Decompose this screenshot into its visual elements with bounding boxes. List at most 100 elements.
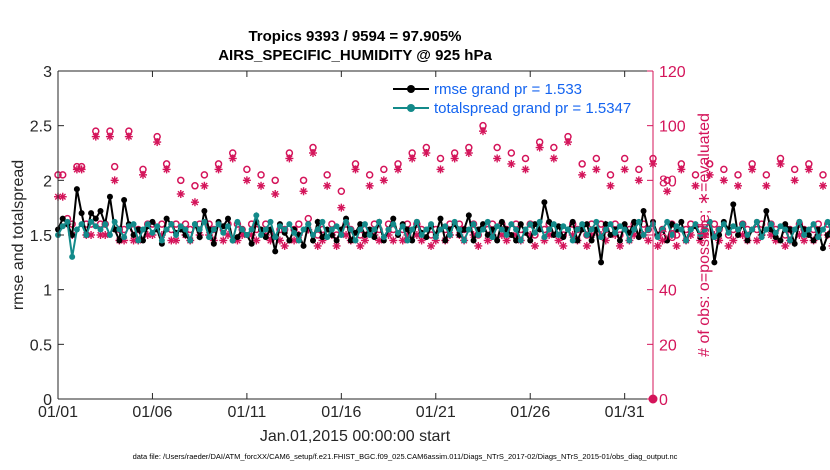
spread-point <box>607 221 614 228</box>
obs-evaluated-marker <box>139 170 147 179</box>
spread-point <box>173 232 180 238</box>
rmse-point <box>560 234 567 241</box>
spread-point <box>475 232 482 238</box>
spread-point <box>720 221 727 228</box>
y-tick-label-left: 3 <box>43 64 52 81</box>
spread-point <box>225 223 231 230</box>
obs-evaluated-marker <box>663 187 672 196</box>
spread-point <box>498 226 505 233</box>
spread-point <box>258 232 265 238</box>
obs-evaluated-marker <box>578 170 587 179</box>
spread-point <box>654 234 661 241</box>
rmse-point <box>300 242 307 249</box>
spread-point <box>182 226 189 233</box>
rmse-point <box>437 215 444 222</box>
spread-point <box>574 226 581 233</box>
obs-evaluated-marker <box>634 176 643 185</box>
y-tick-label-left: 2 <box>43 173 52 190</box>
rmse-point <box>262 234 269 241</box>
spread-point <box>527 221 534 228</box>
obs-evaluated-marker <box>375 236 384 245</box>
spread-point <box>125 223 132 230</box>
spread-point <box>324 234 331 241</box>
rmse-point <box>59 215 66 222</box>
obs-possible-marker <box>436 154 445 163</box>
obs-evaluated-marker <box>379 176 388 185</box>
rmse-point <box>607 232 614 238</box>
spread-point <box>338 232 345 238</box>
spread-point <box>168 221 175 228</box>
spread-point <box>413 218 420 225</box>
obs-evaluated-marker <box>549 154 558 163</box>
obs-evaluated-marker <box>219 236 228 245</box>
rmse-point <box>569 218 576 225</box>
obs-evaluated-marker <box>493 154 502 163</box>
obs-evaluated-marker <box>162 165 171 174</box>
spread-point <box>92 223 99 230</box>
spread-point <box>319 218 326 225</box>
spread-point <box>739 221 746 228</box>
rmse-point <box>140 237 146 244</box>
obs-evaluated-marker <box>474 241 483 250</box>
spread-point <box>612 229 619 236</box>
rmse-point <box>201 207 208 214</box>
rmse-point <box>791 240 798 247</box>
obs-evaluated-marker <box>351 165 360 174</box>
rmse-point <box>286 237 293 244</box>
obs-evaluated-marker <box>691 181 700 190</box>
spread-point <box>678 226 685 233</box>
spread-point <box>446 232 453 238</box>
spread-point <box>730 223 737 230</box>
spread-point <box>531 229 538 236</box>
obs-evaluated-marker <box>620 165 629 174</box>
spread-point <box>418 232 425 238</box>
spread-point <box>234 218 241 225</box>
spread-point <box>786 237 793 244</box>
spread-point <box>517 237 524 244</box>
spread-point <box>683 237 690 244</box>
obs-possible-marker <box>380 165 388 174</box>
spread-point <box>659 226 666 233</box>
y-tick-label-left: 0.5 <box>30 337 52 354</box>
rmse-point <box>513 237 520 244</box>
rmse-point <box>121 197 128 204</box>
x-axis-label: Jan.01,2015 00:00:00 start <box>260 428 451 445</box>
rmse-point <box>735 232 741 238</box>
spread-point <box>158 237 165 244</box>
y-tick-label-left: 0 <box>43 392 52 409</box>
rmse-point <box>744 237 751 244</box>
obs-possible-marker <box>337 187 346 196</box>
rmse-point <box>210 240 217 247</box>
rmse-point <box>97 207 104 214</box>
spread-point <box>64 218 71 225</box>
y-axis-label-left: rmse and totalspread <box>10 160 27 310</box>
spread-point <box>210 226 217 233</box>
obs-evaluated-marker <box>124 132 133 141</box>
spread-point <box>465 226 472 233</box>
rmse-point <box>409 237 416 244</box>
rmse-point <box>272 248 279 255</box>
obs-possible-marker <box>762 171 771 179</box>
rmse-point <box>88 210 95 217</box>
obs-evaluated-marker <box>606 181 615 190</box>
rmse-point <box>508 232 515 238</box>
spread-point <box>409 226 416 233</box>
rmse-point <box>248 240 255 247</box>
rmse-point <box>777 237 784 244</box>
obs-possible-marker <box>663 176 671 185</box>
obs-possible-marker <box>299 176 308 185</box>
obs-evaluated-marker <box>672 241 681 250</box>
spread-point <box>423 226 430 233</box>
rmse-point <box>583 221 590 228</box>
obs-evaluated-marker <box>719 176 728 185</box>
y-tick-label-left: 2.5 <box>30 119 52 136</box>
spread-point <box>711 234 718 241</box>
spread-point <box>824 218 830 225</box>
spread-point <box>470 221 477 228</box>
legend-rmse-label: rmse grand pr = 1.533 <box>434 81 582 98</box>
obs-evaluated-marker <box>252 236 261 245</box>
spread-point <box>239 226 246 233</box>
rmse-point <box>220 223 227 230</box>
spread-point <box>645 226 652 233</box>
spread-point <box>758 234 765 241</box>
